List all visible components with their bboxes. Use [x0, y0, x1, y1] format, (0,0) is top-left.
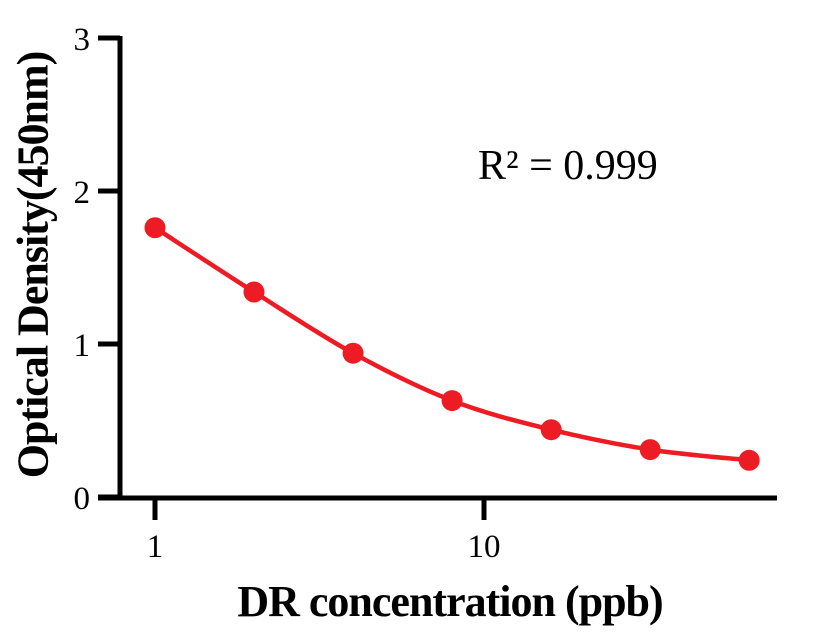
- y-tick-label: 2: [74, 175, 91, 211]
- data-point-marker: [441, 390, 463, 412]
- x-tick-label: 10: [468, 529, 501, 565]
- y-axis-title: Optical Density(450nm): [8, 51, 58, 479]
- data-point-marker: [243, 281, 265, 303]
- y-ticks: 0 1 2 3: [74, 22, 120, 517]
- y-tick-label: 0: [74, 481, 91, 517]
- x-ticks: 1 10: [147, 498, 501, 565]
- data-point-marker: [342, 342, 364, 364]
- y-tick-label: 3: [74, 22, 91, 58]
- data-points: [144, 217, 760, 471]
- data-point-marker: [540, 419, 562, 441]
- data-point-marker: [144, 217, 166, 239]
- r-squared-annotation: R² = 0.999: [478, 143, 658, 189]
- fit-curve: [152, 225, 752, 463]
- data-point-marker: [738, 449, 760, 471]
- data-point-marker: [639, 439, 661, 461]
- x-axis-title: DR concentration (ppb): [237, 577, 663, 626]
- y-tick-label: 1: [74, 328, 91, 364]
- x-tick-label: 1: [147, 529, 164, 565]
